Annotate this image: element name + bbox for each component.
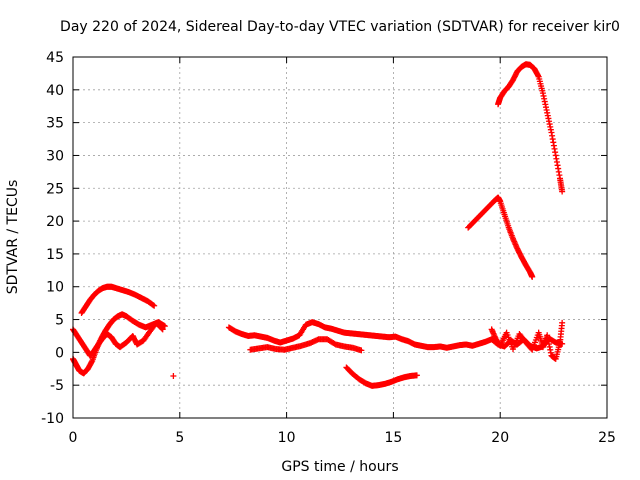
plot-frame <box>72 56 608 419</box>
data-point <box>559 188 566 195</box>
y-tick-label: 25 <box>46 181 64 197</box>
x-tick-label: 5 <box>175 430 184 446</box>
data-point <box>358 347 365 354</box>
chart-title: Day 220 of 2024, Sidereal Day-to-day VTE… <box>60 19 620 35</box>
data-point <box>158 325 165 332</box>
x-tick-label: 0 <box>69 430 78 446</box>
y-tick-label: 5 <box>55 313 64 329</box>
y-tick-label: 15 <box>46 247 64 263</box>
x-tick-label: 10 <box>278 430 296 446</box>
data-point <box>159 326 166 333</box>
x-tick-label: 25 <box>598 430 616 446</box>
grid-lines <box>73 57 607 418</box>
data-point <box>151 302 158 309</box>
y-axis-label: SDTVAR / TECUs <box>5 180 21 295</box>
y-tick-label: 35 <box>46 116 64 132</box>
y-tick-label: 30 <box>46 148 64 164</box>
y-tick-label: 40 <box>46 83 64 99</box>
data-marks <box>70 61 566 389</box>
data-point <box>413 372 420 379</box>
x-tick-label: 20 <box>491 430 509 446</box>
y-tick-label: -10 <box>41 411 64 427</box>
x-tick-label: 15 <box>384 430 402 446</box>
data-point <box>559 319 566 326</box>
y-tick-label: 20 <box>46 214 64 230</box>
axis-ticks: 0 5 10 15 20 25 -10 -5 0 5 10 15 20 25 30 35 40 45 <box>41 50 616 446</box>
y-tick-label: 0 <box>55 345 64 361</box>
y-tick-label: 10 <box>46 280 64 296</box>
y-tick-label: 45 <box>46 50 64 66</box>
data-point <box>170 372 177 379</box>
data-point <box>150 302 157 309</box>
y-tick-label: -5 <box>50 378 64 394</box>
x-axis-label: GPS time / hours <box>281 459 398 475</box>
data-point <box>529 273 536 280</box>
